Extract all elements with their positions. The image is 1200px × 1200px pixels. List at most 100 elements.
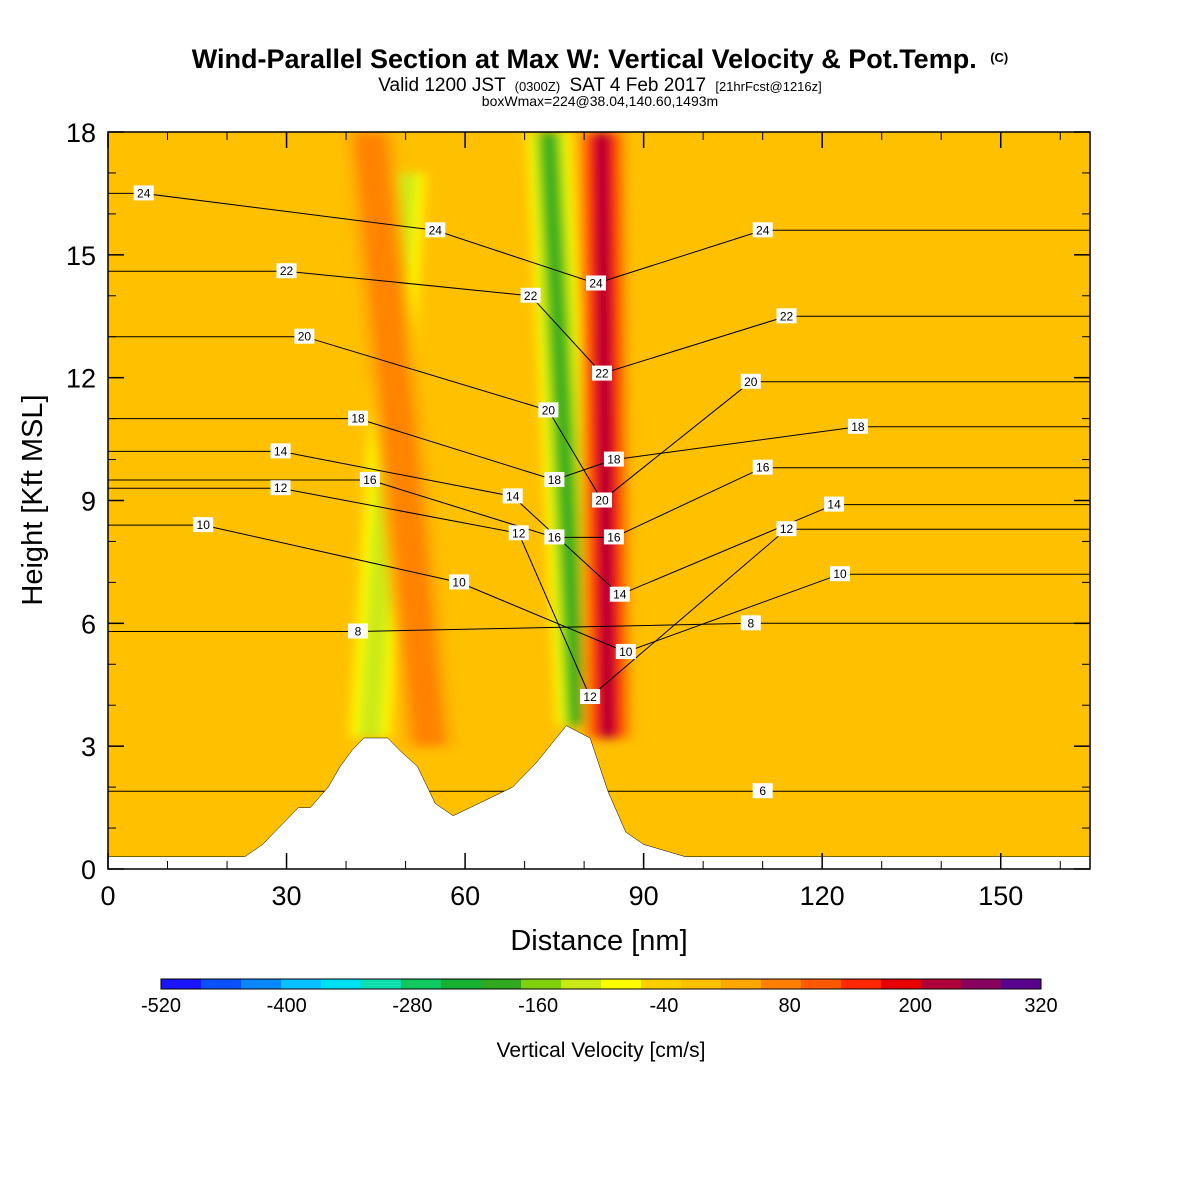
y-axis-title: Height [Kft MSL] [17, 394, 49, 605]
colorbar-swatch [721, 979, 762, 989]
theta-contour-label: 10 [193, 517, 214, 533]
w-band [541, 132, 586, 726]
terrain [108, 725, 1090, 869]
theta-contour-label-text: 12 [583, 690, 597, 704]
theta-contour-label-text: 16 [363, 473, 377, 487]
x-axis-title: Distance [nm] [510, 925, 687, 957]
y-tick-label: 15 [66, 241, 96, 271]
subtitle-date: SAT 4 Feb 2017 [569, 75, 706, 96]
x-tick-label: 120 [800, 881, 845, 911]
theta-contour-label: 16 [603, 529, 624, 545]
y-tick-label: 9 [81, 487, 96, 517]
theta-contour-label: 14 [609, 586, 630, 602]
subtitle-valid: Valid 1200 JST [378, 75, 506, 96]
theta-contour-label-text: 20 [542, 403, 556, 417]
colorbar-swatch [761, 979, 802, 989]
theta-contour-label-text: 22 [524, 289, 538, 303]
theta-contour-label: 20 [592, 492, 612, 508]
theta-contour-label: 6 [752, 783, 773, 799]
colorbar-tick-label: -520 [141, 995, 181, 1017]
theta-contour-label-text: 12 [274, 481, 288, 495]
x-tick-label: 150 [978, 881, 1023, 911]
theta-contour-label: 8 [740, 615, 761, 631]
x-tick-label: 30 [272, 881, 302, 911]
theta-contour-label-text: 8 [747, 616, 754, 630]
chart-subtitle-boxmax: boxWmax=224@38.04,140.60,1493m [482, 93, 718, 109]
theta-contour-label: 16 [752, 459, 773, 475]
theta-contour-label-text: 10 [833, 567, 847, 581]
colorbar-swatch [921, 979, 962, 989]
theta-contour-label: 12 [270, 480, 291, 496]
x-tick-label: 60 [450, 881, 480, 911]
theta-contour-label-text: 22 [595, 367, 609, 381]
w-band [354, 132, 445, 747]
theta-contour-label-text: 18 [351, 412, 365, 426]
colorbar-title: Vertical Velocity [cm/s] [497, 1039, 706, 1062]
theta-contour-line [108, 467, 1090, 538]
y-tick-label: 0 [81, 855, 96, 885]
theta-contour-label: 22 [520, 287, 541, 303]
colorbar-swatch [601, 979, 642, 989]
theta-contour-label: 18 [544, 472, 565, 487]
colorbar-tick-label: -400 [267, 995, 307, 1017]
colorbar-swatch [841, 979, 882, 989]
theta-contour-label-text: 14 [613, 588, 627, 602]
theta-contour-label: 20 [294, 328, 315, 344]
subtitle-forecast: [21hrFcst@1216z] [715, 79, 821, 94]
x-tick-label: 0 [100, 881, 115, 911]
y-tick-label: 12 [66, 364, 96, 394]
theta-contour-label: 24 [425, 222, 446, 238]
theta-contour-label-text: 22 [280, 264, 294, 278]
w-field [344, 132, 633, 747]
theta-contour-label-text: 18 [548, 473, 562, 487]
theta-contour-label: 20 [538, 402, 559, 418]
theta-contour-label-text: 16 [756, 461, 770, 475]
theta-contour-label: 14 [502, 488, 523, 504]
colorbar-swatch [521, 979, 562, 989]
colorbar: -520 -400 -280 -160 -40 80 200 320 [141, 978, 1058, 1017]
theta-contour-label-text: 24 [756, 223, 770, 237]
colorbar-swatch [401, 979, 442, 989]
theta-contour-label: 22 [592, 365, 612, 381]
theta-contour-label: 12 [580, 689, 601, 704]
subtitle-utc: (0300Z) [515, 79, 561, 94]
colorbar-swatch [681, 979, 722, 989]
colorbar-tick-label: -280 [392, 995, 432, 1017]
theta-contour-label-text: 10 [619, 645, 633, 659]
theta-contour-label-text: 18 [851, 420, 865, 434]
colorbar-frame [160, 978, 1042, 990]
theta-contour-label-text: 22 [780, 309, 794, 323]
theta-contour-label-text: 14 [827, 498, 841, 512]
theta-contour-line [108, 270, 1090, 375]
colorbar-tick-label: -160 [518, 995, 558, 1017]
theta-contour-label: 18 [603, 451, 624, 467]
y-tick-label: 3 [81, 732, 96, 762]
y-axis: 0 3 6 9 12 15 18 [66, 118, 1090, 885]
x-tick-label: 90 [629, 881, 659, 911]
colorbar-swatch [161, 979, 202, 989]
colorbar-swatch [561, 979, 602, 989]
x-axis: 0 30 60 90 120 150 [100, 132, 1061, 911]
colorbar-swatch [321, 979, 362, 989]
theta-contour-label: 8 [348, 623, 368, 639]
chart-title: Wind-Parallel Section at Max W: Vertical… [192, 44, 1009, 74]
theta-contour-label-text: 20 [744, 375, 758, 389]
colorbar-tick-label: 80 [778, 995, 800, 1017]
theta-contour-label-text: 18 [607, 453, 621, 467]
colorbar-swatch [361, 979, 402, 989]
theta-contour-label-text: 6 [759, 784, 766, 798]
theta-contour-label-text: 20 [595, 494, 609, 508]
theta-contour-label: 22 [276, 263, 297, 279]
theta-contour-label-text: 20 [298, 330, 312, 344]
theta-contour-label: 10 [615, 644, 636, 659]
theta-contour-label-text: 14 [274, 444, 288, 458]
chart-subtitle: Valid 1200 JST (0300Z) SAT 4 Feb 2017 [2… [378, 75, 822, 96]
y-tick-label: 6 [81, 609, 96, 639]
theta-contour-line [108, 524, 1090, 653]
theta-contour-label: 24 [586, 275, 606, 291]
theta-contour-line [108, 336, 1090, 502]
theta-contour-labels: 24 22 20 18 16 14 12 10 8 24 22 20 18 16 14 12 10 12 24 22 2… [133, 185, 868, 799]
theta-contour-label: 12 [776, 521, 797, 537]
theta-contour-label: 24 [752, 222, 773, 238]
